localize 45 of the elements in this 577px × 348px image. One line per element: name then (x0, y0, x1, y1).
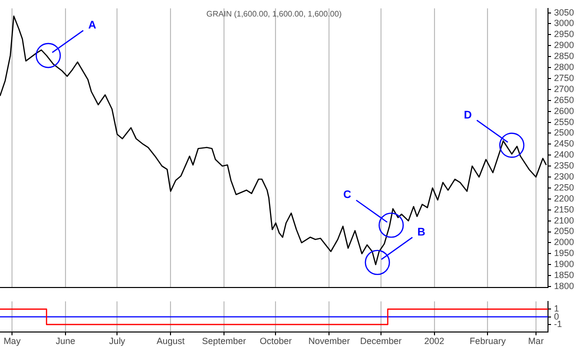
y-tick-label: 1850 (554, 270, 574, 280)
x-tick-label: November (308, 336, 350, 346)
y-tick-label: 2850 (554, 51, 574, 62)
y-tick-label: 3050 (554, 7, 574, 18)
x-tick-label: August (156, 336, 186, 346)
y-tick-label: 2750 (554, 72, 574, 83)
y-tick-label: 2900 (554, 40, 574, 50)
y-tick-label: 2550 (554, 116, 574, 127)
y-tick-label: 2200 (554, 193, 574, 204)
y-tick-label: 2600 (554, 106, 574, 116)
x-tick-label: September (202, 336, 246, 346)
annotation: B (417, 226, 426, 238)
y-tick-label: -1 (554, 318, 562, 329)
chart-title: GRAIN (1,600.00, 1,600.00, 1,600.00) (206, 10, 342, 19)
y-tick-label: 1 (554, 304, 560, 314)
y-tick-label: 1900 (554, 259, 574, 270)
annotation: A (88, 20, 96, 32)
y-tick-label: 2350 (554, 160, 574, 171)
y-tick-label: 2400 (554, 150, 574, 160)
x-tick-label: February (470, 336, 506, 346)
y-tick-label: 2650 (554, 94, 574, 105)
y-tick-label: 2950 (554, 29, 574, 40)
y-tick-label: 0 (554, 311, 560, 322)
y-tick-label: 2050 (554, 226, 574, 236)
y-tick-label: 1950 (554, 248, 574, 258)
x-tick-label: 2002 (424, 336, 444, 346)
y-tick-label: 3000 (554, 18, 574, 28)
y-tick-label: 2250 (554, 182, 574, 192)
y-tick-label: 2700 (554, 84, 574, 94)
y-tick-label: 2450 (554, 138, 574, 149)
y-tick-label: 2150 (554, 204, 574, 214)
x-tick-label: December (360, 336, 402, 346)
x-tick-label: October (260, 336, 292, 346)
x-tick-label: May (4, 336, 22, 346)
y-tick-label: 2800 (554, 62, 574, 72)
y-tick-label: 2000 (554, 237, 574, 248)
y-tick-label: 2300 (554, 172, 574, 182)
annotation: D (464, 109, 472, 122)
x-tick-label: July (109, 336, 126, 346)
annotation: C (343, 189, 352, 202)
x-tick-label: Mar (528, 336, 544, 346)
x-tick-label: June (56, 336, 76, 346)
y-tick-label: 2500 (554, 128, 574, 138)
y-tick-label: 2100 (554, 215, 574, 226)
y-tick-label: 1800 (554, 280, 574, 291)
